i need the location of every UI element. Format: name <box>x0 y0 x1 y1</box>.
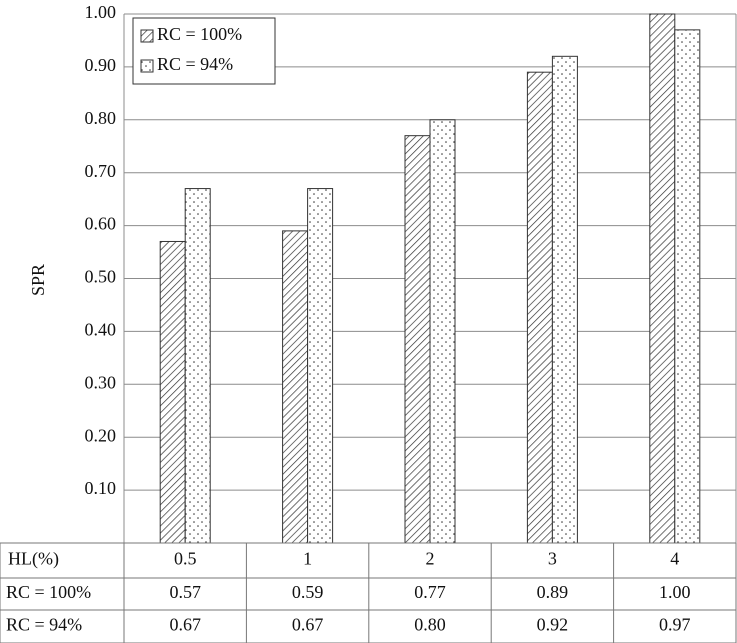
bar <box>674 29 701 544</box>
legend-swatch <box>140 29 154 43</box>
x-tick-label: 2 <box>426 549 435 569</box>
bar <box>429 119 456 544</box>
y-tick-label: 0.20 <box>85 425 117 445</box>
legend-label: RC = 94% <box>157 54 233 74</box>
y-tick-label: 0.50 <box>85 267 117 287</box>
table-value: 0.80 <box>414 615 446 635</box>
table-value: 1.00 <box>659 582 691 602</box>
table-row-label: RC = 100% <box>6 582 91 602</box>
bar <box>404 135 431 544</box>
bar <box>159 240 186 544</box>
x-tick-label: 4 <box>670 549 679 569</box>
table-value: 0.67 <box>169 615 201 635</box>
table-value: 0.59 <box>292 582 324 602</box>
x-tick-label: 3 <box>548 549 557 569</box>
y-tick-label: 0.30 <box>85 372 117 392</box>
bar <box>282 230 309 544</box>
table-value: 0.97 <box>659 615 691 635</box>
legend-label: RC = 100% <box>157 24 242 44</box>
bar <box>184 188 211 544</box>
y-axis-label: SPR <box>28 264 48 296</box>
bar <box>551 55 578 544</box>
legend-box <box>132 17 276 85</box>
y-tick-label: 0.60 <box>85 214 117 234</box>
x-tick-label: 0.5 <box>174 549 197 569</box>
y-tick-label: 0.90 <box>85 55 117 75</box>
table-value: 0.89 <box>537 582 569 602</box>
table-value: 0.67 <box>292 615 324 635</box>
table-value: 0.57 <box>169 582 201 602</box>
legend-swatch <box>140 59 154 73</box>
table-row-label: RC = 94% <box>6 615 82 635</box>
y-tick-label: 0.80 <box>85 108 117 128</box>
y-tick-label: 0.70 <box>85 161 117 181</box>
y-tick-label: 1.00 <box>85 2 117 22</box>
bar <box>649 13 676 544</box>
table-value: 0.77 <box>414 582 446 602</box>
table-value: 0.92 <box>537 615 569 635</box>
x-tick-label: 1 <box>303 549 312 569</box>
y-tick-label: 0.10 <box>85 478 117 498</box>
bar <box>307 188 334 544</box>
bar <box>526 71 553 544</box>
y-tick-label: 0.40 <box>85 320 117 340</box>
table-header: HL(%) <box>8 549 59 570</box>
